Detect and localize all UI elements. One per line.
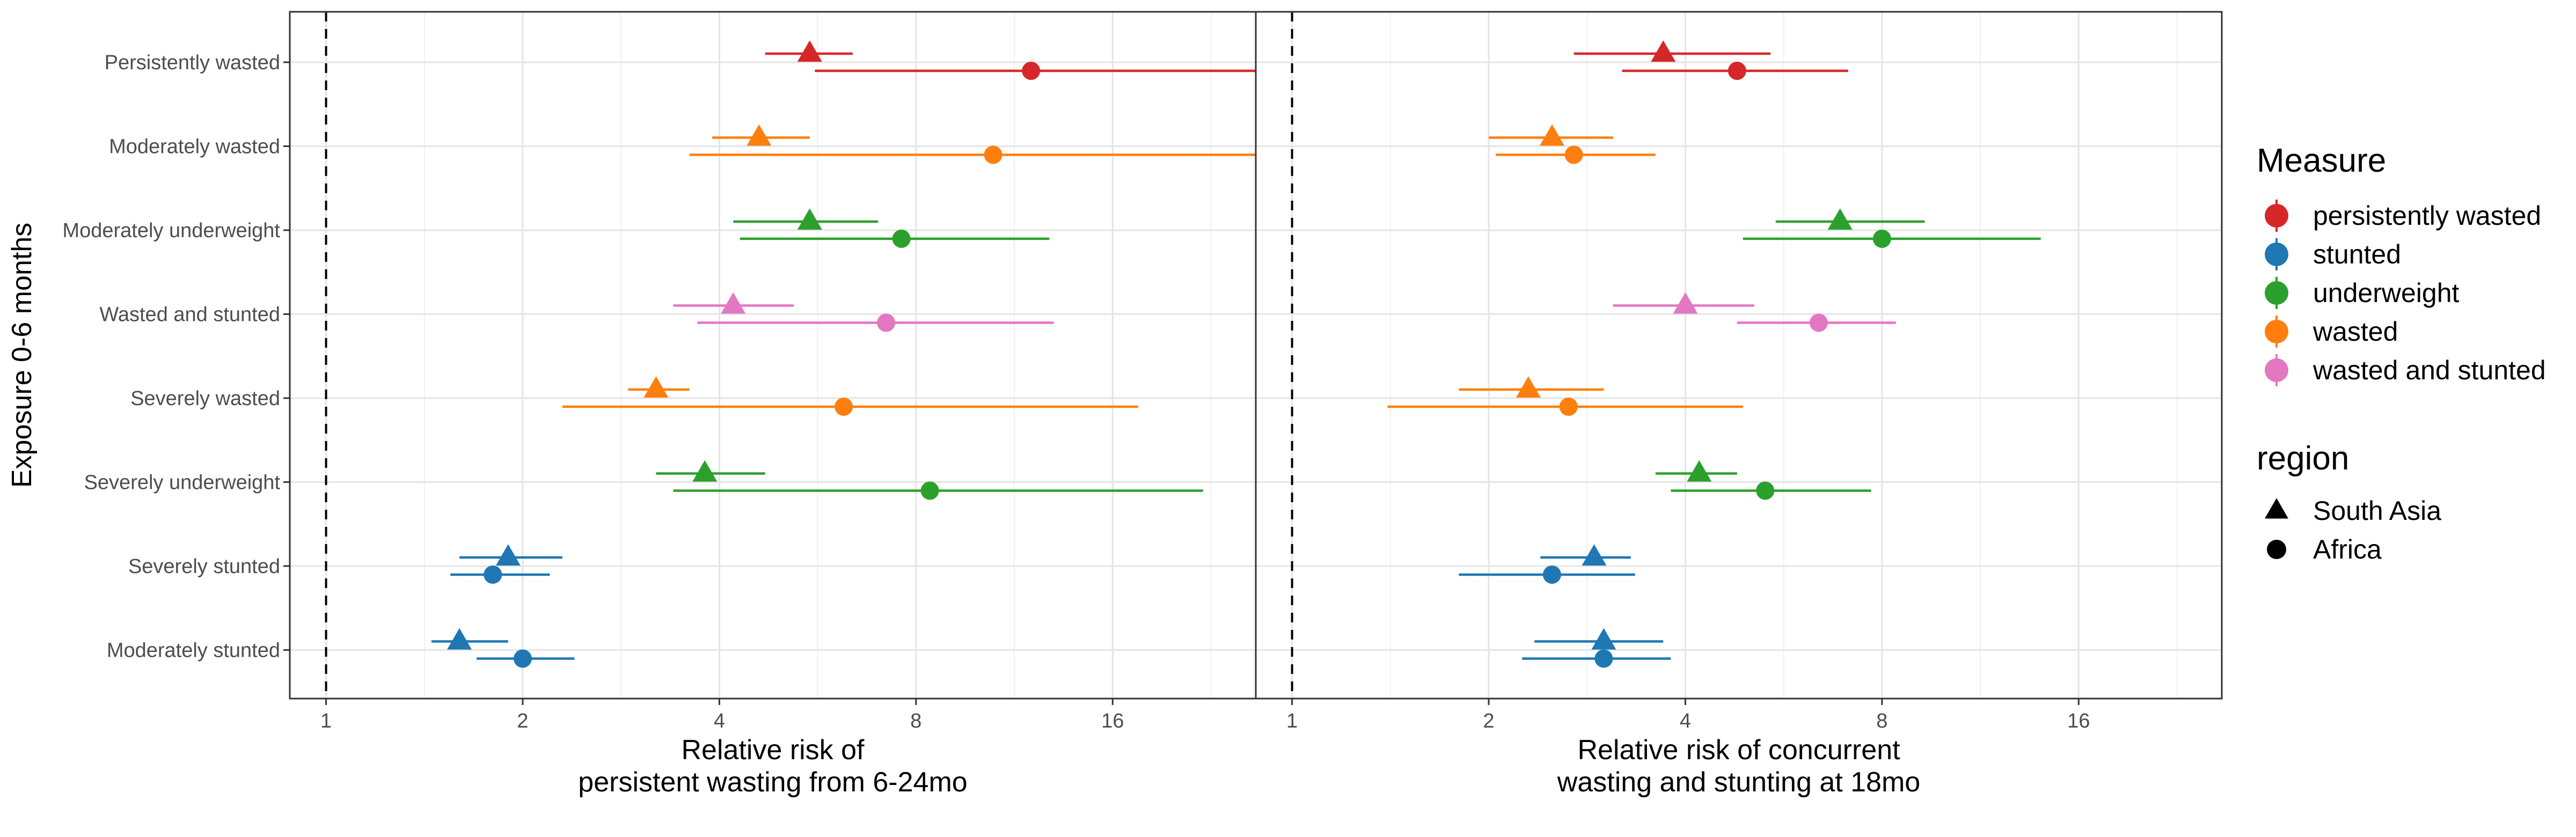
x-tick-label: 4 [1680,710,1691,732]
point-triangle [1591,628,1616,650]
x-tick-label: 8 [910,710,921,732]
point-circle [1594,649,1613,668]
x-tick-label: 8 [1876,710,1887,732]
series-points [431,40,1256,668]
panel-border [1255,11,2223,700]
point-circle [1756,481,1775,500]
legend-key-dot [2265,243,2288,266]
legend-key-dot [2265,204,2288,227]
y-category-label: Severely underweight [84,472,281,494]
point-triangle [1673,292,1698,314]
point-triangle [1516,376,1541,398]
point-triangle [1687,460,1712,482]
y-category-label: Severely stunted [128,555,280,578]
legend-label: Africa [2313,534,2382,564]
point-circle [1559,398,1578,416]
panel-background [1256,12,2222,699]
x-tick-label: 16 [2067,710,2090,732]
legend-label: South Asia [2313,496,2441,526]
legend: Measure persistently wasted stunted underwe… [2257,142,2546,564]
x-tick-label: 4 [714,710,725,732]
point-circle [484,566,502,584]
point-triangle [643,376,669,398]
point-triangle [1582,544,1607,566]
x-axis-title-line: Relative risk of concurrent [1577,735,1900,766]
point-triangle [1651,40,1676,62]
legend-label: persistently wasted [2313,201,2541,231]
legend-key-dot [2265,358,2288,382]
x-tick-label: 16 [1101,710,1124,732]
x-tick-label: 1 [1286,710,1298,732]
legend-key-circle [2267,540,2286,559]
panel-background [290,12,1256,699]
y-category-label: Persistently wasted [105,52,280,74]
y-category-label: Moderately underweight [62,219,280,242]
legend-key-dot [2265,320,2288,343]
x-axis-title-line: persistent wasting from 6-24mo [578,767,967,798]
x-axis-title-line: wasting and stunting at 18mo [1557,767,1920,798]
point-circle [1809,313,1828,332]
x-tick-label: 2 [517,710,528,732]
point-circle [1872,230,1891,248]
point-circle [1728,62,1746,80]
point-circle [892,230,911,248]
legend-label: wasted and stunted [2312,355,2546,385]
panel-2: 1 2 4 8 16 Relative risk of concurrentwasting… [1255,11,2223,798]
x-axis-title-line: Relative risk of [682,735,865,766]
x-tick-label: 1 [320,710,332,732]
point-circle [1564,145,1583,164]
point-triangle [747,124,772,146]
y-category-label: Moderately wasted [109,136,280,158]
x-tick-label: 2 [1483,710,1494,732]
y-category-label: Moderately stunted [107,640,280,662]
point-triangle [692,460,718,482]
y-axis-title: Exposure 0-6 months [6,223,38,488]
legend-label: underweight [2313,278,2460,308]
point-triangle [797,208,822,230]
point-circle [920,481,939,500]
point-circle [835,398,853,416]
point-circle [1542,566,1561,584]
legend-title-measure: Measure [2257,142,2386,179]
point-triangle [1827,208,1853,230]
legend-key-dot [2265,281,2288,305]
point-triangle [797,40,822,62]
y-category-label: Wasted and stunted [99,304,280,326]
y-category-labels: Persistently wasted Moderately wasted Mode… [62,52,290,662]
legend-label: stunted [2313,239,2401,269]
point-triangle [721,292,746,314]
point-circle [1022,62,1041,80]
point-triangle [447,628,472,650]
point-circle [984,145,1002,164]
legend-label: wasted [2312,317,2398,347]
point-triangle [1539,124,1564,146]
point-circle [514,649,532,668]
point-triangle [495,544,521,566]
legend-key-triangle [2265,498,2288,519]
point-circle [877,313,896,332]
y-category-label: Severely wasted [130,387,280,410]
series-points [1387,40,2041,668]
legend-title-region: region [2257,440,2349,477]
